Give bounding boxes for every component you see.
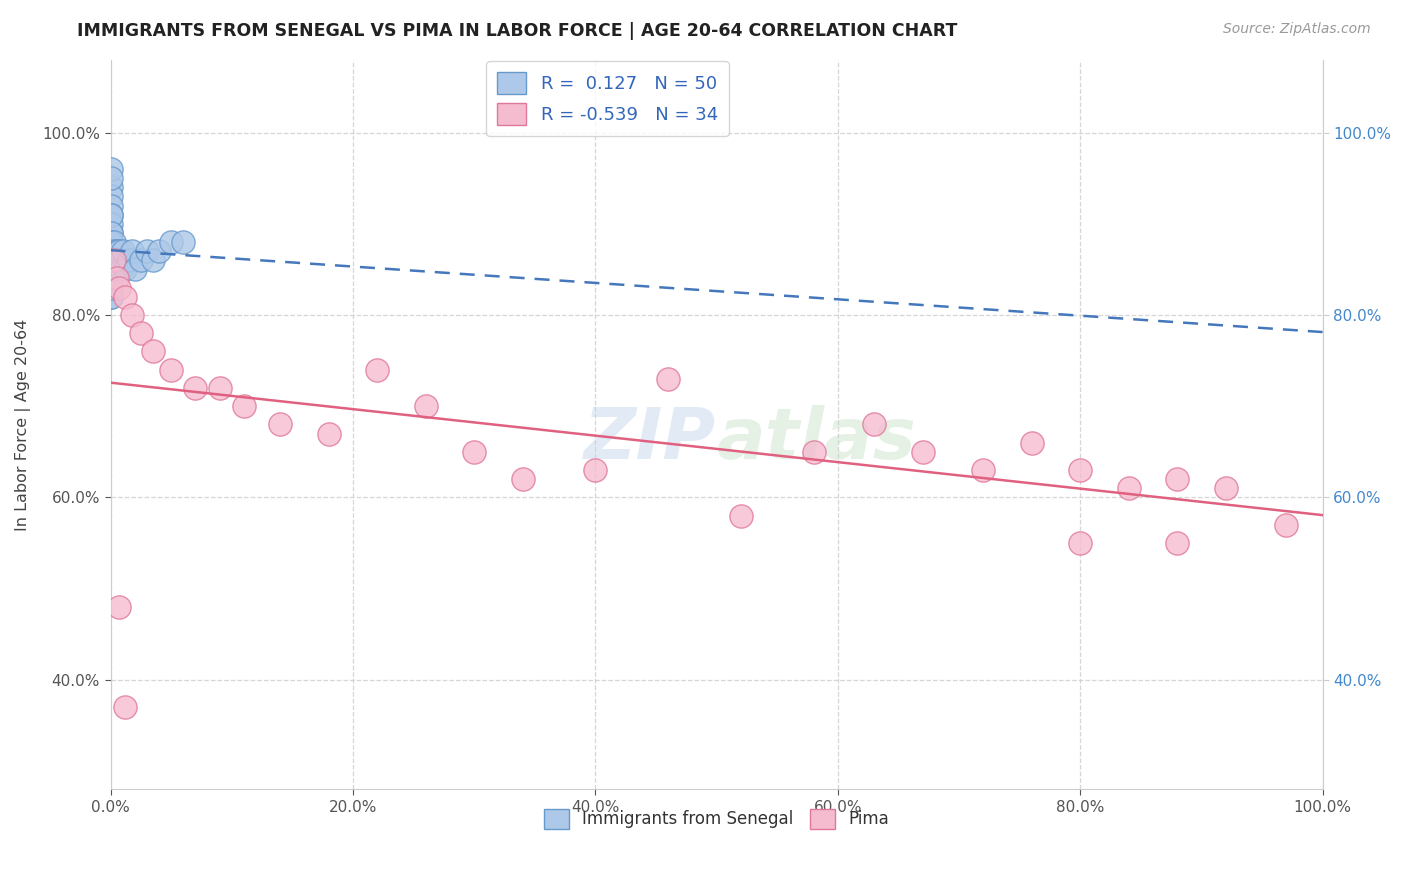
Point [100,171,122,186]
Point [114,290,136,304]
Point [208,381,231,395]
Point [463,444,485,458]
Point [100,253,122,268]
Text: atlas: atlas [717,404,917,474]
Point [124,262,146,277]
Point [114,262,136,277]
Point [100,217,122,231]
Point [1166,536,1188,550]
Point [100,226,122,240]
Point [129,326,152,341]
Point [129,253,152,268]
Point [1215,481,1237,495]
Point [105,271,128,285]
Point [100,244,122,259]
Point [100,244,122,259]
Point [100,180,122,194]
Legend: Immigrants from Senegal, Pima: Immigrants from Senegal, Pima [537,802,896,836]
Point [148,244,170,259]
Point [730,508,752,523]
Point [100,271,122,285]
Point [142,253,165,268]
Point [911,444,934,458]
Point [103,253,125,268]
Point [1118,481,1140,495]
Point [103,235,125,249]
Point [104,253,127,268]
Point [100,253,122,268]
Point [100,280,122,294]
Point [100,235,122,249]
Point [1069,463,1091,477]
Point [100,189,122,203]
Point [100,198,122,212]
Point [100,253,122,268]
Point [184,381,207,395]
Text: Source: ZipAtlas.com: Source: ZipAtlas.com [1223,22,1371,37]
Point [1166,472,1188,486]
Point [100,290,122,304]
Point [114,700,136,714]
Point [100,244,122,259]
Point [100,271,122,285]
Point [100,162,122,177]
Point [863,417,886,432]
Text: IMMIGRANTS FROM SENEGAL VS PIMA IN LABOR FORCE | AGE 20-64 CORRELATION CHART: IMMIGRANTS FROM SENEGAL VS PIMA IN LABOR… [77,22,957,40]
Point [110,253,132,268]
Point [121,308,143,322]
Point [366,362,388,376]
Point [103,244,125,259]
Point [1021,435,1043,450]
Point [657,372,679,386]
Point [108,244,131,259]
Point [111,244,134,259]
Point [100,235,122,249]
Point [105,244,128,259]
Point [512,472,534,486]
Point [100,208,122,222]
Point [100,290,122,304]
Point [100,262,122,277]
Point [1275,517,1298,532]
Point [232,399,254,413]
Point [108,599,131,614]
Point [100,280,122,294]
Point [105,253,128,268]
Point [583,463,606,477]
Point [100,262,122,277]
Point [269,417,291,432]
Point [172,235,194,249]
Point [100,208,122,222]
Point [100,235,122,249]
Text: ZIP: ZIP [585,404,717,474]
Point [803,444,825,458]
Point [142,344,165,359]
Point [100,280,122,294]
Point [100,271,122,285]
Y-axis label: In Labor Force | Age 20-64: In Labor Force | Age 20-64 [15,318,31,531]
Point [121,244,143,259]
Point [318,426,340,441]
Point [160,235,183,249]
Point [118,253,141,268]
Point [135,244,157,259]
Point [972,463,994,477]
Point [100,226,122,240]
Point [100,262,122,277]
Point [1069,536,1091,550]
Point [108,280,131,294]
Point [415,399,437,413]
Point [160,362,183,376]
Point [110,262,132,277]
Point [104,262,127,277]
